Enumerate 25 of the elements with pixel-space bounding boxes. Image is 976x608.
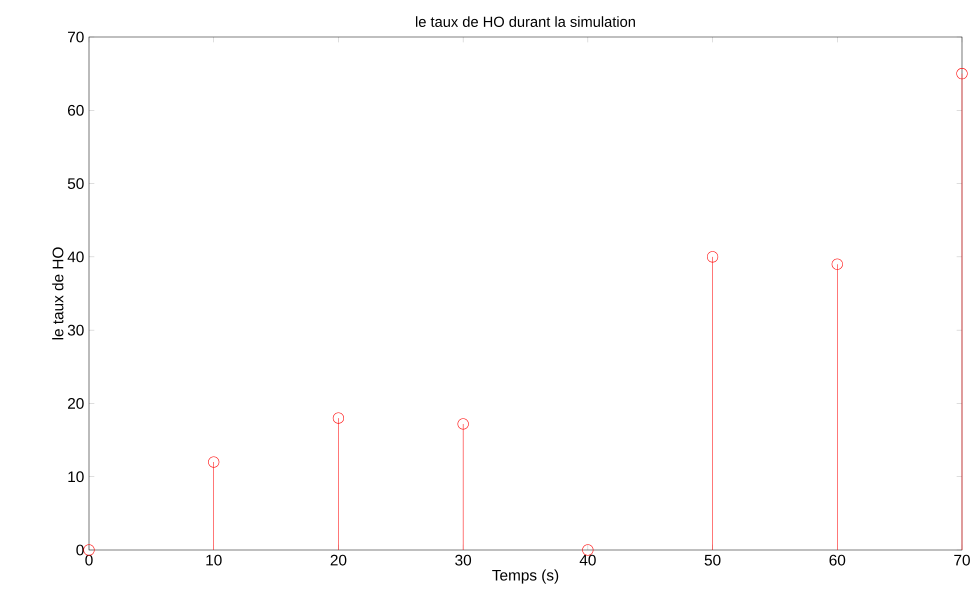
y-tick-label: 20 (68, 398, 84, 409)
x-tick-label: 30 (455, 554, 472, 566)
point (208, 456, 220, 468)
x-tick-label: 50 (704, 554, 720, 566)
point (956, 68, 968, 80)
y-tick-label: 0 (76, 544, 84, 556)
point (706, 251, 718, 262)
y-axis-title: le taux de HO (52, 247, 64, 340)
y-tick-label: 40 (68, 251, 84, 262)
chart-title: le taux de HO durant la simulation (416, 16, 635, 27)
x-tick-label: 10 (206, 554, 222, 566)
x-tick-label: 20 (330, 554, 346, 566)
x-tick-label: 40 (580, 554, 596, 566)
x-tick-label: 0 (85, 554, 93, 566)
x-axis-title: Temps (s) (492, 569, 558, 584)
y-tick-label: 60 (68, 104, 84, 116)
y-tick-label: 70 (68, 32, 84, 42)
point (458, 418, 469, 430)
x-tick-label: 60 (830, 554, 846, 566)
point (332, 412, 344, 424)
y-tick-label: 30 (68, 324, 84, 336)
x-tick-label: 70 (954, 554, 970, 566)
y-tick-label: 10 (68, 471, 84, 482)
point (832, 258, 843, 270)
y-tick-label: 50 (68, 178, 84, 189)
